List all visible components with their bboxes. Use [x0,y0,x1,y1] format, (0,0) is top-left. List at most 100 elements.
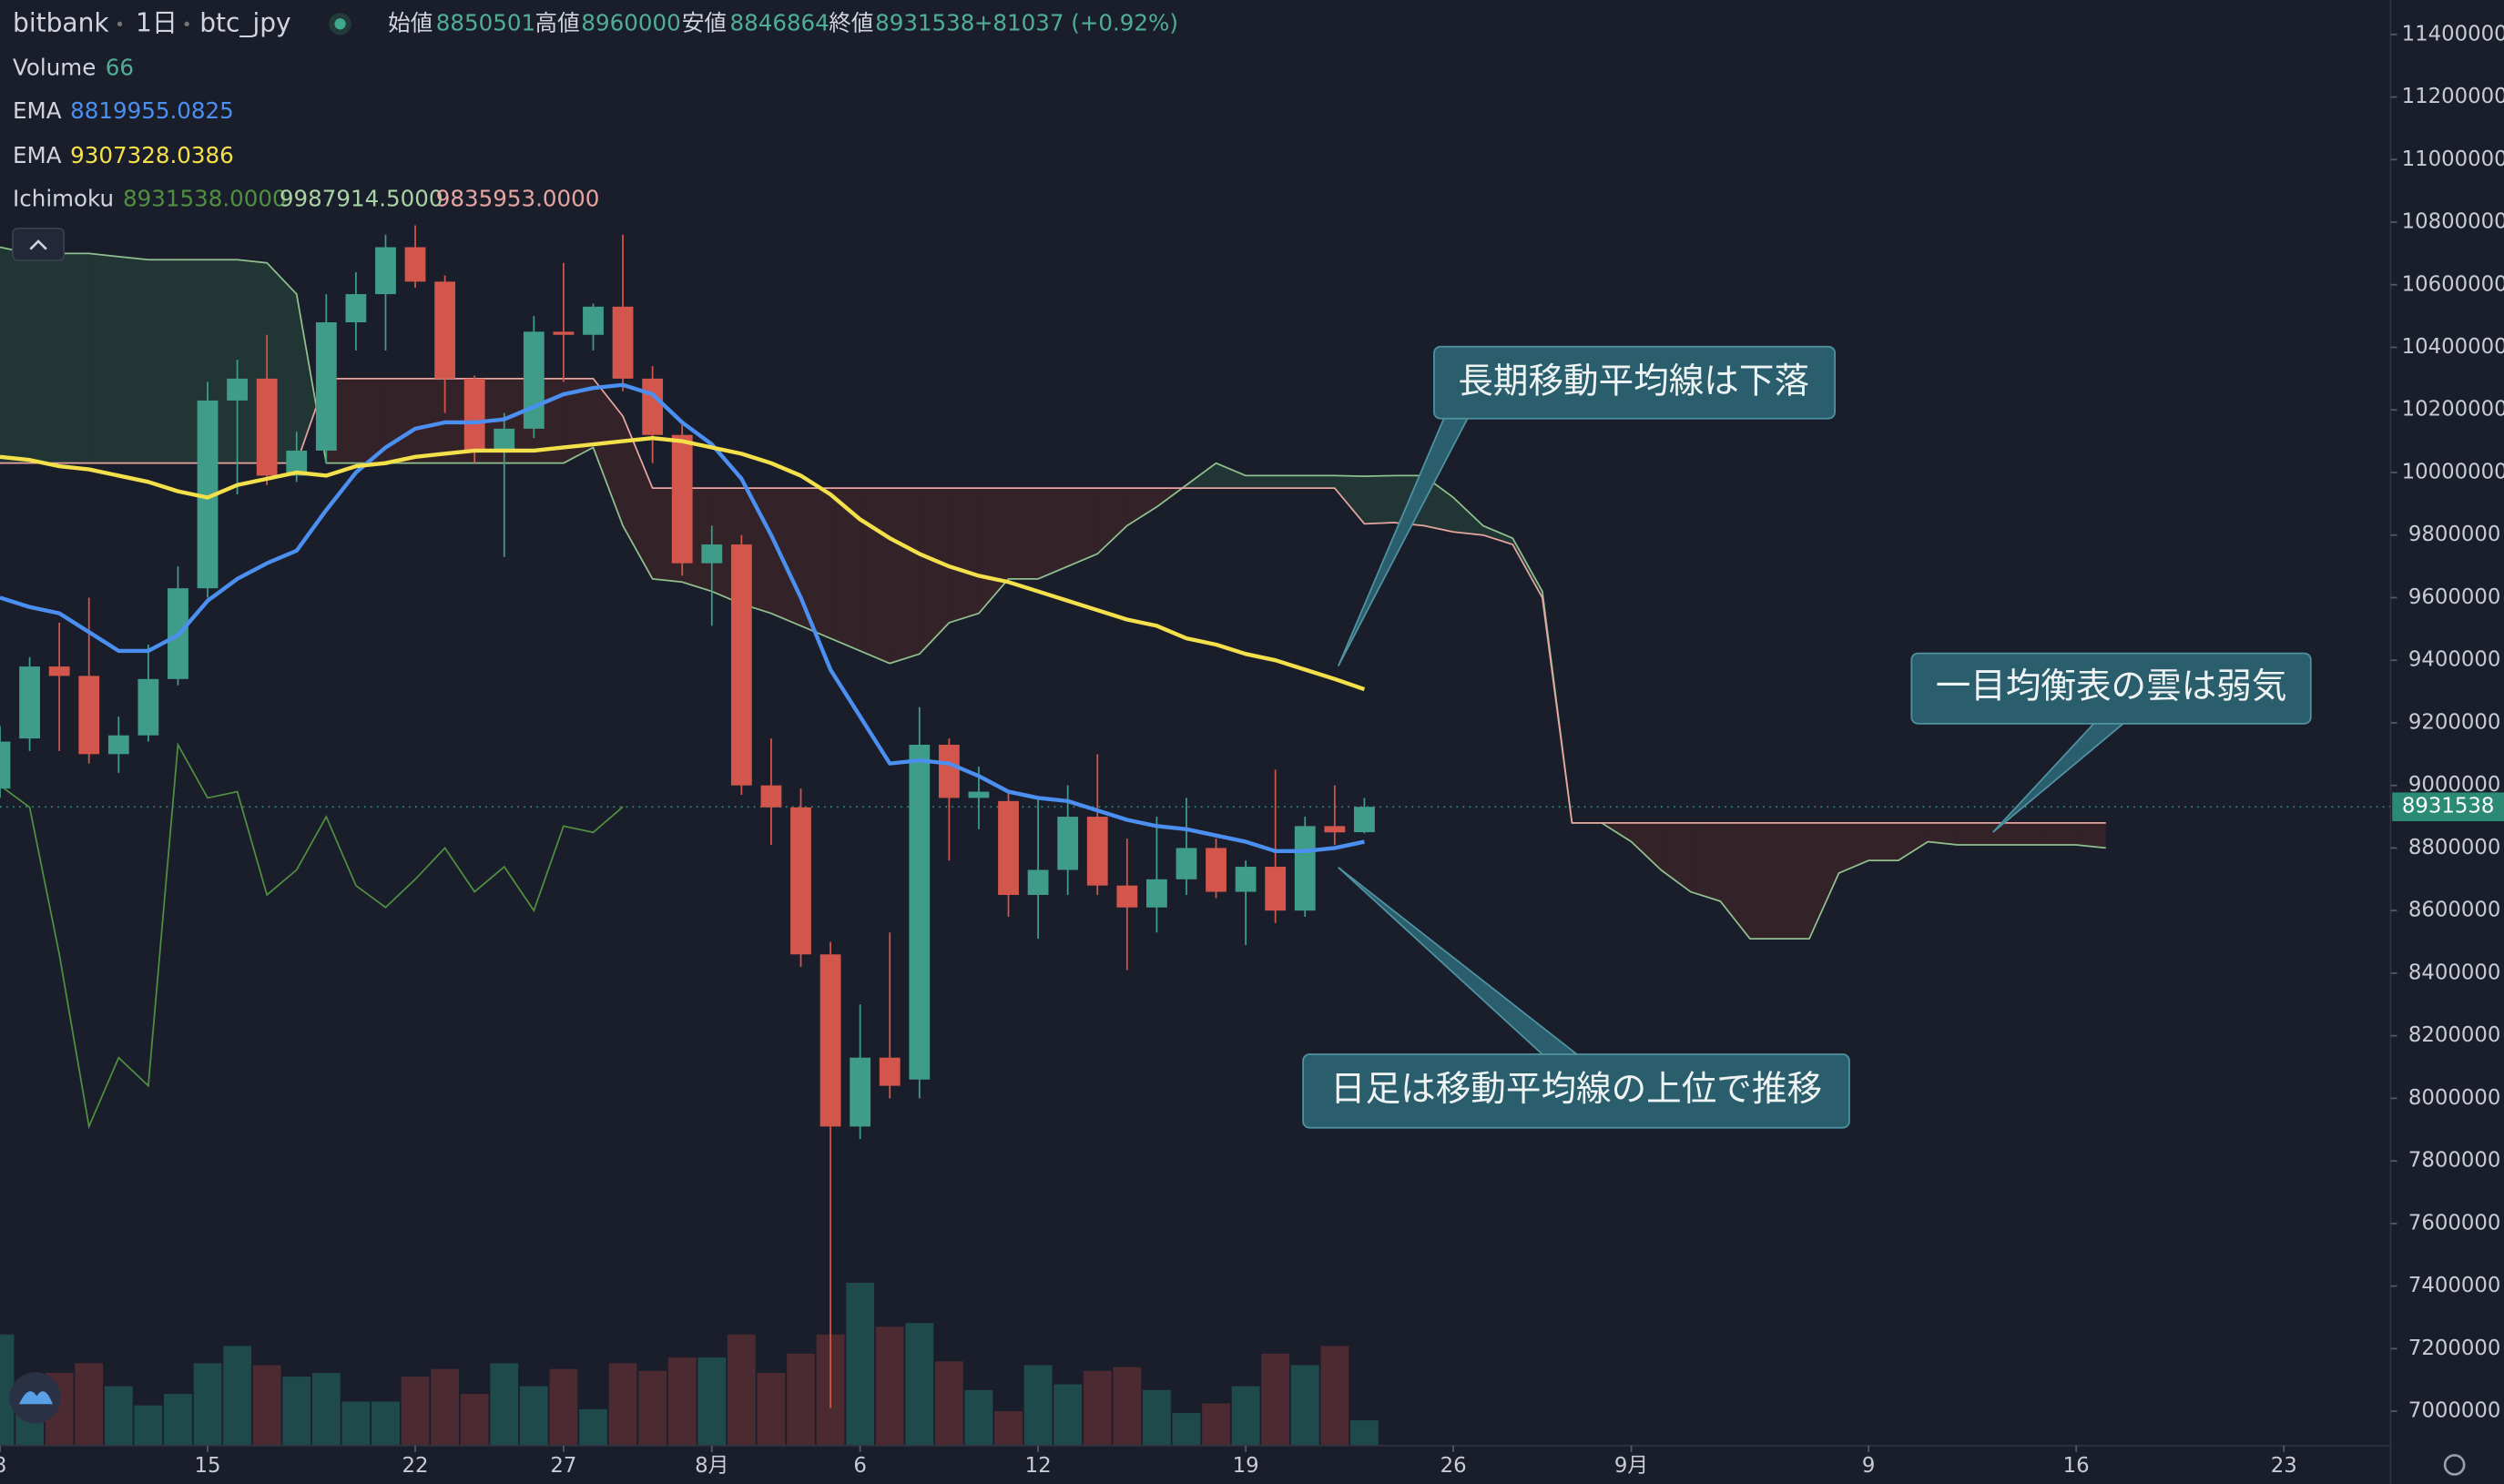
candle-body [107,735,129,755]
cloud-segment [830,488,860,651]
cloud-segment [1957,822,1988,845]
volume-bar [490,1363,519,1446]
candle-body [1027,869,1049,895]
cloud-segment [770,488,801,626]
cloud-segment [148,259,178,463]
ema-label: EMA [13,97,62,124]
volume-bar [667,1357,697,1446]
volume-bar [579,1408,607,1446]
candle-body [968,791,990,798]
candle-body [1206,848,1227,892]
candle-body [1116,885,1138,908]
cloud-segment [1749,822,1780,940]
y-tick-label: 9800000 [2408,523,2501,546]
candle-body [1145,879,1167,908]
volume-bar [905,1323,934,1446]
collapse-button[interactable] [12,228,66,261]
x-tick-label: 19 [1233,1454,1259,1478]
collapse-icon [29,239,47,250]
cloud-segment [1631,822,1662,870]
high-label: 高値 [535,9,580,36]
candle-body [1294,826,1316,911]
cloud-segment [563,378,594,463]
cloud-segment [1305,475,1335,489]
y-tick-label: 8600000 [2408,899,2501,922]
volume-bar [104,1386,133,1446]
cloud-segment [1809,822,1839,940]
candle-body [494,428,515,451]
y-tick-label: 9600000 [2408,585,2501,609]
symbol: btc_jpy [199,7,290,37]
candle-body [553,331,575,335]
ichimoku-label: Ichimoku [13,185,114,211]
volume-bar [519,1386,548,1446]
volume-bar [431,1368,460,1446]
interval: 1日 [136,7,178,37]
cloud-segment [1364,475,1394,524]
cloud-segment [1008,488,1039,579]
candle-body [1057,817,1079,870]
candle-body [1235,867,1257,892]
candle-body [19,666,40,739]
candle-body [583,306,604,335]
y-tick-label: 10400000 [2402,335,2504,359]
y-tick-label: 8200000 [2408,1023,2501,1047]
candle-body [1354,807,1375,833]
status-dot-core [334,18,346,30]
volume-bar [549,1368,578,1446]
volume-bar [341,1401,371,1446]
volume-bar [697,1357,727,1446]
volume-bar [934,1361,963,1446]
x-tick-label: 27 [550,1454,576,1478]
cloud-segment [860,488,891,664]
cloud-segment [29,253,60,463]
volume-bar [134,1405,163,1446]
candle-body [879,1057,901,1086]
callout-box [1910,652,2312,725]
cloud-segment [0,247,30,463]
callout-box [1302,1053,1850,1129]
candle-body [256,378,278,476]
cloud-segment [1126,488,1157,526]
high-value: 8960000 [581,9,680,36]
candle-body [286,450,308,476]
plot-area [0,225,2391,1446]
cloud-segment [1067,488,1098,567]
x-tick-label: 6 [853,1454,867,1478]
low-value: 8846864 [729,9,829,36]
volume-bar [223,1346,252,1446]
cloud-segment [1482,525,1513,545]
cloud-segment [1246,475,1276,489]
ema-value: 9307328.0386 [70,142,234,168]
separator [184,21,189,26]
volume-bar [460,1394,489,1446]
cloud-segment [2076,822,2106,849]
candle-body [790,807,811,955]
y-tick-label: 9400000 [2408,648,2501,672]
callout: 一目均衡表の雲は弱気 [1910,652,2312,833]
x-tick-label: 16 [2063,1454,2090,1478]
candle-body [434,281,456,379]
cloud-segment [1097,488,1127,554]
candle-body [523,331,545,429]
volume-label: Volume [13,54,96,80]
volume-bar [1054,1384,1083,1446]
cloud-segment [890,488,920,664]
x-tick-label: 15 [195,1454,221,1478]
ichimoku-span-b: 9835953.0000 [436,185,600,211]
callout-text: 日足は移動平均線の上位で推移 [1330,1069,1822,1110]
candle-body [1265,867,1287,911]
open-label: 始値 [388,9,433,36]
y-tick-label: 11400000 [2402,22,2504,46]
candle-body [345,294,367,323]
volume-bar [1113,1367,1142,1446]
span-a-line [0,246,2106,940]
callout: 長期移動平均線は下落 [1337,345,1837,667]
candle-body [1324,826,1346,833]
y-tick-label: 7000000 [2408,1399,2501,1423]
settings-icon[interactable] [2443,1454,2466,1476]
candle-body [998,800,1019,895]
candle-body [197,400,219,589]
volume-bar [964,1389,993,1446]
